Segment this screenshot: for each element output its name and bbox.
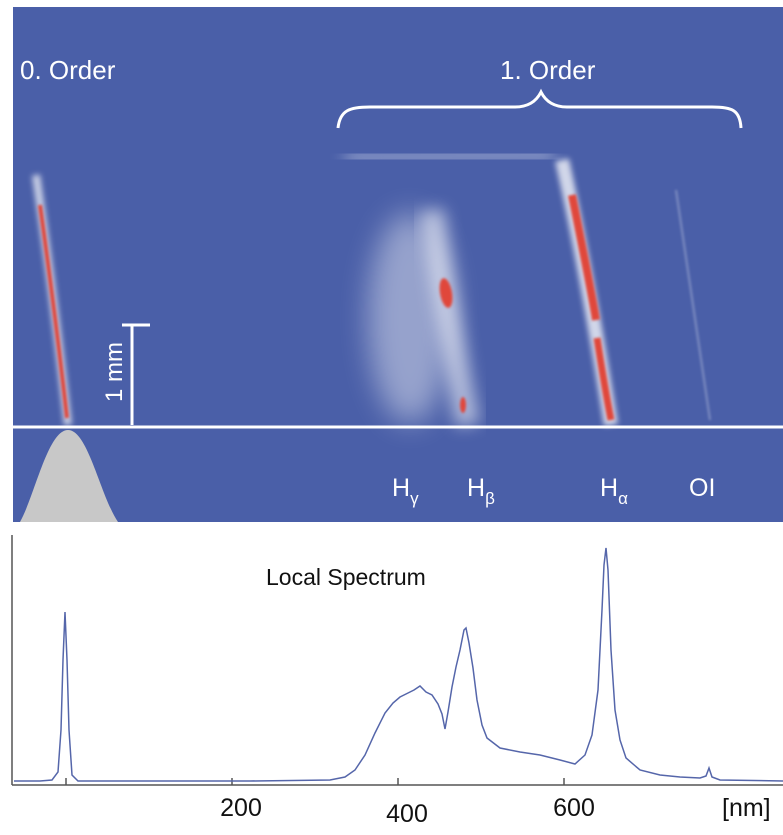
spectrum-title: Local Spectrum bbox=[266, 564, 426, 590]
line-labels: Hγ Hβ Hα OI bbox=[392, 474, 715, 508]
first-order-brace bbox=[336, 88, 743, 129]
oi-faint-line bbox=[675, 189, 711, 421]
spectrum-panel: Local Spectrum 200 400 600 [nm] bbox=[0, 522, 783, 835]
h-beta-streak bbox=[420, 208, 480, 428]
x-tick-label-600: 600 bbox=[553, 794, 595, 822]
x-tick-label-400: 400 bbox=[386, 800, 428, 828]
x-tick-label-200: 200 bbox=[220, 794, 262, 822]
spectrum-background bbox=[0, 522, 783, 835]
h-gamma-label: Hγ bbox=[392, 474, 419, 508]
h-beta-label: Hβ bbox=[467, 474, 495, 508]
zero-order-streak bbox=[32, 174, 72, 426]
zero-order-profile bbox=[20, 430, 118, 522]
spectrogram-panel: 1 mm 0. Order 1. Order Hγ Hβ Hα OI bbox=[13, 7, 783, 522]
first-order-label: 1. Order bbox=[500, 55, 596, 85]
spectrum-curve bbox=[14, 547, 783, 782]
h-alpha-label: Hα bbox=[600, 474, 628, 508]
scale-bar-label: 1 mm bbox=[101, 342, 128, 402]
h-alpha-streak bbox=[555, 158, 618, 427]
zero-order-label: 0. Order bbox=[20, 55, 116, 85]
scale-bar: 1 mm bbox=[101, 323, 150, 425]
first-order-top-band bbox=[344, 149, 556, 164]
x-axis-unit-label: [nm] bbox=[722, 794, 771, 822]
oi-label: OI bbox=[689, 474, 715, 502]
